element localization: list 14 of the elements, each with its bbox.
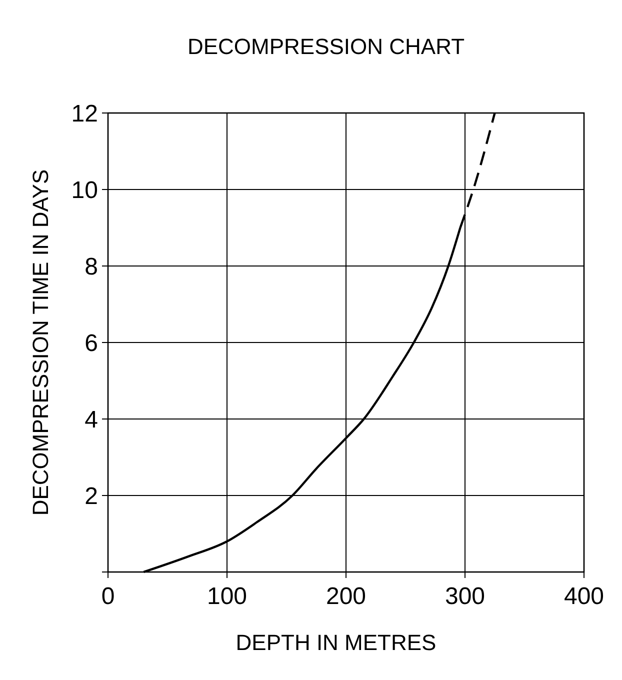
x-tick-label: 100: [206, 583, 248, 610]
y-axis-title: DECOMPRESSION TIME IN DAYS: [28, 169, 53, 516]
y-tick-label: 2: [84, 482, 98, 510]
y-tick-label: 10: [71, 176, 98, 204]
y-tick-label: 4: [84, 406, 98, 434]
y-tick-label: 8: [84, 253, 98, 280]
y-tick-label: 12: [71, 100, 98, 128]
x-tick-label: 0: [101, 583, 115, 610]
x-tick-label: 200: [326, 583, 366, 610]
chart-title: DECOMPRESSION CHART: [187, 34, 465, 59]
x-tick-label: 300: [444, 583, 486, 610]
y-tick-label: 6: [84, 330, 98, 357]
x-tick-label: 400: [564, 583, 604, 610]
x-axis-title: DEPTH IN METRES: [236, 630, 436, 655]
